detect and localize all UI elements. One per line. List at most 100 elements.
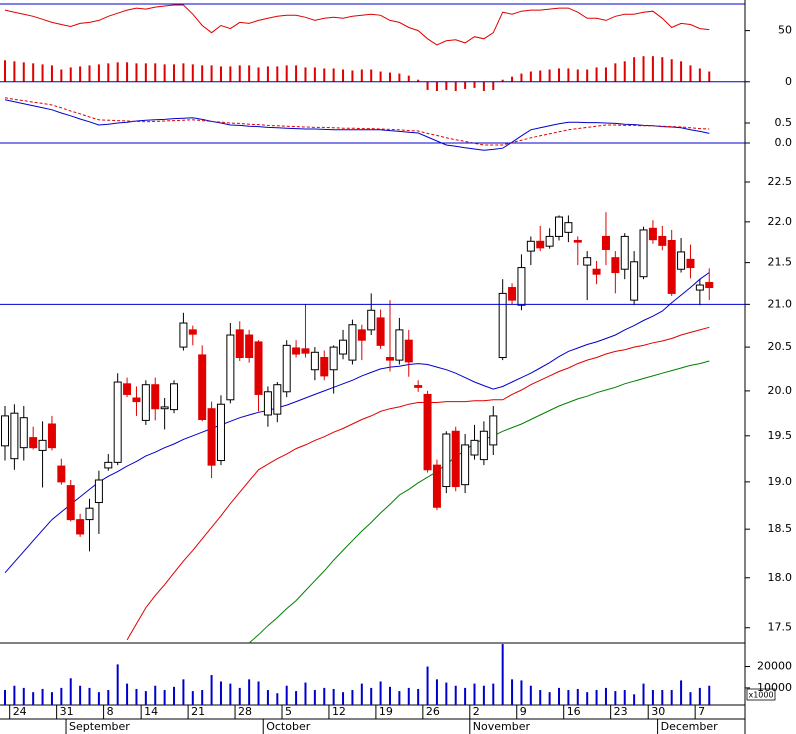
- bar: [50, 692, 53, 705]
- candle-body: [132, 397, 141, 403]
- bar: [304, 682, 307, 705]
- line-series: [4, 272, 710, 574]
- bar: [22, 62, 25, 82]
- candle-body: [630, 261, 639, 301]
- panel: [4, 4, 711, 91]
- candle-body: [85, 507, 94, 521]
- bar: [698, 68, 701, 82]
- bar: [13, 61, 16, 82]
- candle-body: [367, 309, 376, 331]
- candle-body: [329, 346, 338, 371]
- bar: [266, 66, 269, 82]
- candle-body: [310, 351, 319, 371]
- y-tick-label: 0: [785, 75, 792, 88]
- candle-body: [555, 216, 564, 237]
- unit-box: [746, 688, 776, 701]
- y-tick-label: 20.0: [768, 384, 793, 397]
- candle-body: [339, 339, 348, 355]
- candle-body: [216, 403, 225, 462]
- candle-body: [226, 334, 235, 401]
- candle-body: [395, 329, 404, 361]
- bar: [360, 683, 363, 705]
- candle-body: [451, 430, 460, 488]
- bar: [680, 680, 683, 705]
- candle-body: [207, 408, 216, 466]
- candle-body: [301, 348, 310, 354]
- bar: [154, 685, 157, 705]
- bar: [407, 687, 410, 705]
- bar: [567, 68, 570, 82]
- panel: [4, 644, 711, 705]
- bar: [41, 688, 44, 705]
- candle-body: [357, 329, 366, 341]
- bar: [201, 690, 204, 705]
- month-label: September: [69, 720, 130, 733]
- bar: [219, 681, 222, 705]
- candle-body: [47, 423, 56, 449]
- bar: [473, 81, 476, 88]
- bar: [623, 690, 626, 705]
- candle-body: [639, 229, 648, 278]
- candle-body: [320, 357, 329, 377]
- bar: [266, 690, 269, 705]
- bar: [107, 63, 110, 82]
- bar: [69, 67, 72, 82]
- x-tick-label: 23: [614, 705, 628, 718]
- candle-body: [432, 464, 441, 508]
- bar: [126, 683, 129, 705]
- bar: [445, 682, 448, 705]
- bar: [79, 685, 82, 705]
- bar: [604, 687, 607, 705]
- bar: [163, 690, 166, 705]
- bar: [661, 690, 664, 705]
- bar: [642, 56, 645, 82]
- bar: [107, 690, 110, 705]
- bar: [323, 68, 326, 82]
- candle-body: [273, 384, 282, 415]
- bar: [689, 65, 692, 82]
- bar: [295, 65, 298, 82]
- bar: [116, 62, 119, 82]
- bar: [539, 70, 542, 82]
- bar: [229, 66, 232, 82]
- candle-body: [517, 267, 526, 306]
- bar: [60, 687, 63, 705]
- month-label: November: [473, 720, 531, 733]
- bar: [511, 76, 514, 82]
- bar: [379, 71, 382, 82]
- bar: [698, 687, 701, 705]
- bar: [548, 692, 551, 705]
- x-tick-label: 8: [107, 705, 114, 718]
- bar: [398, 691, 401, 705]
- candle-body: [245, 334, 254, 359]
- bar: [154, 63, 157, 82]
- bar: [332, 688, 335, 705]
- x-tick-label: 19: [379, 705, 393, 718]
- bar: [22, 687, 25, 705]
- bar: [473, 683, 476, 705]
- candle-body: [404, 339, 413, 363]
- bar: [163, 64, 166, 82]
- month-label: December: [661, 720, 719, 733]
- line-series: [4, 99, 710, 151]
- bar: [689, 692, 692, 705]
- bar: [342, 692, 345, 705]
- x-tick-label: 14: [144, 705, 158, 718]
- bar: [173, 686, 176, 705]
- candle-body: [104, 461, 113, 469]
- candle-body: [29, 437, 38, 449]
- bar: [595, 67, 598, 82]
- candle-body: [57, 465, 66, 483]
- bar: [248, 65, 251, 82]
- bar: [135, 688, 138, 705]
- bar: [370, 687, 373, 705]
- candle-body: [442, 433, 451, 488]
- candle-body: [648, 227, 657, 241]
- bar: [642, 683, 645, 705]
- candle-body: [414, 385, 423, 388]
- bar: [257, 681, 260, 705]
- x-tick-label: 16: [567, 705, 581, 718]
- bar: [680, 61, 683, 82]
- candle-body: [667, 239, 676, 294]
